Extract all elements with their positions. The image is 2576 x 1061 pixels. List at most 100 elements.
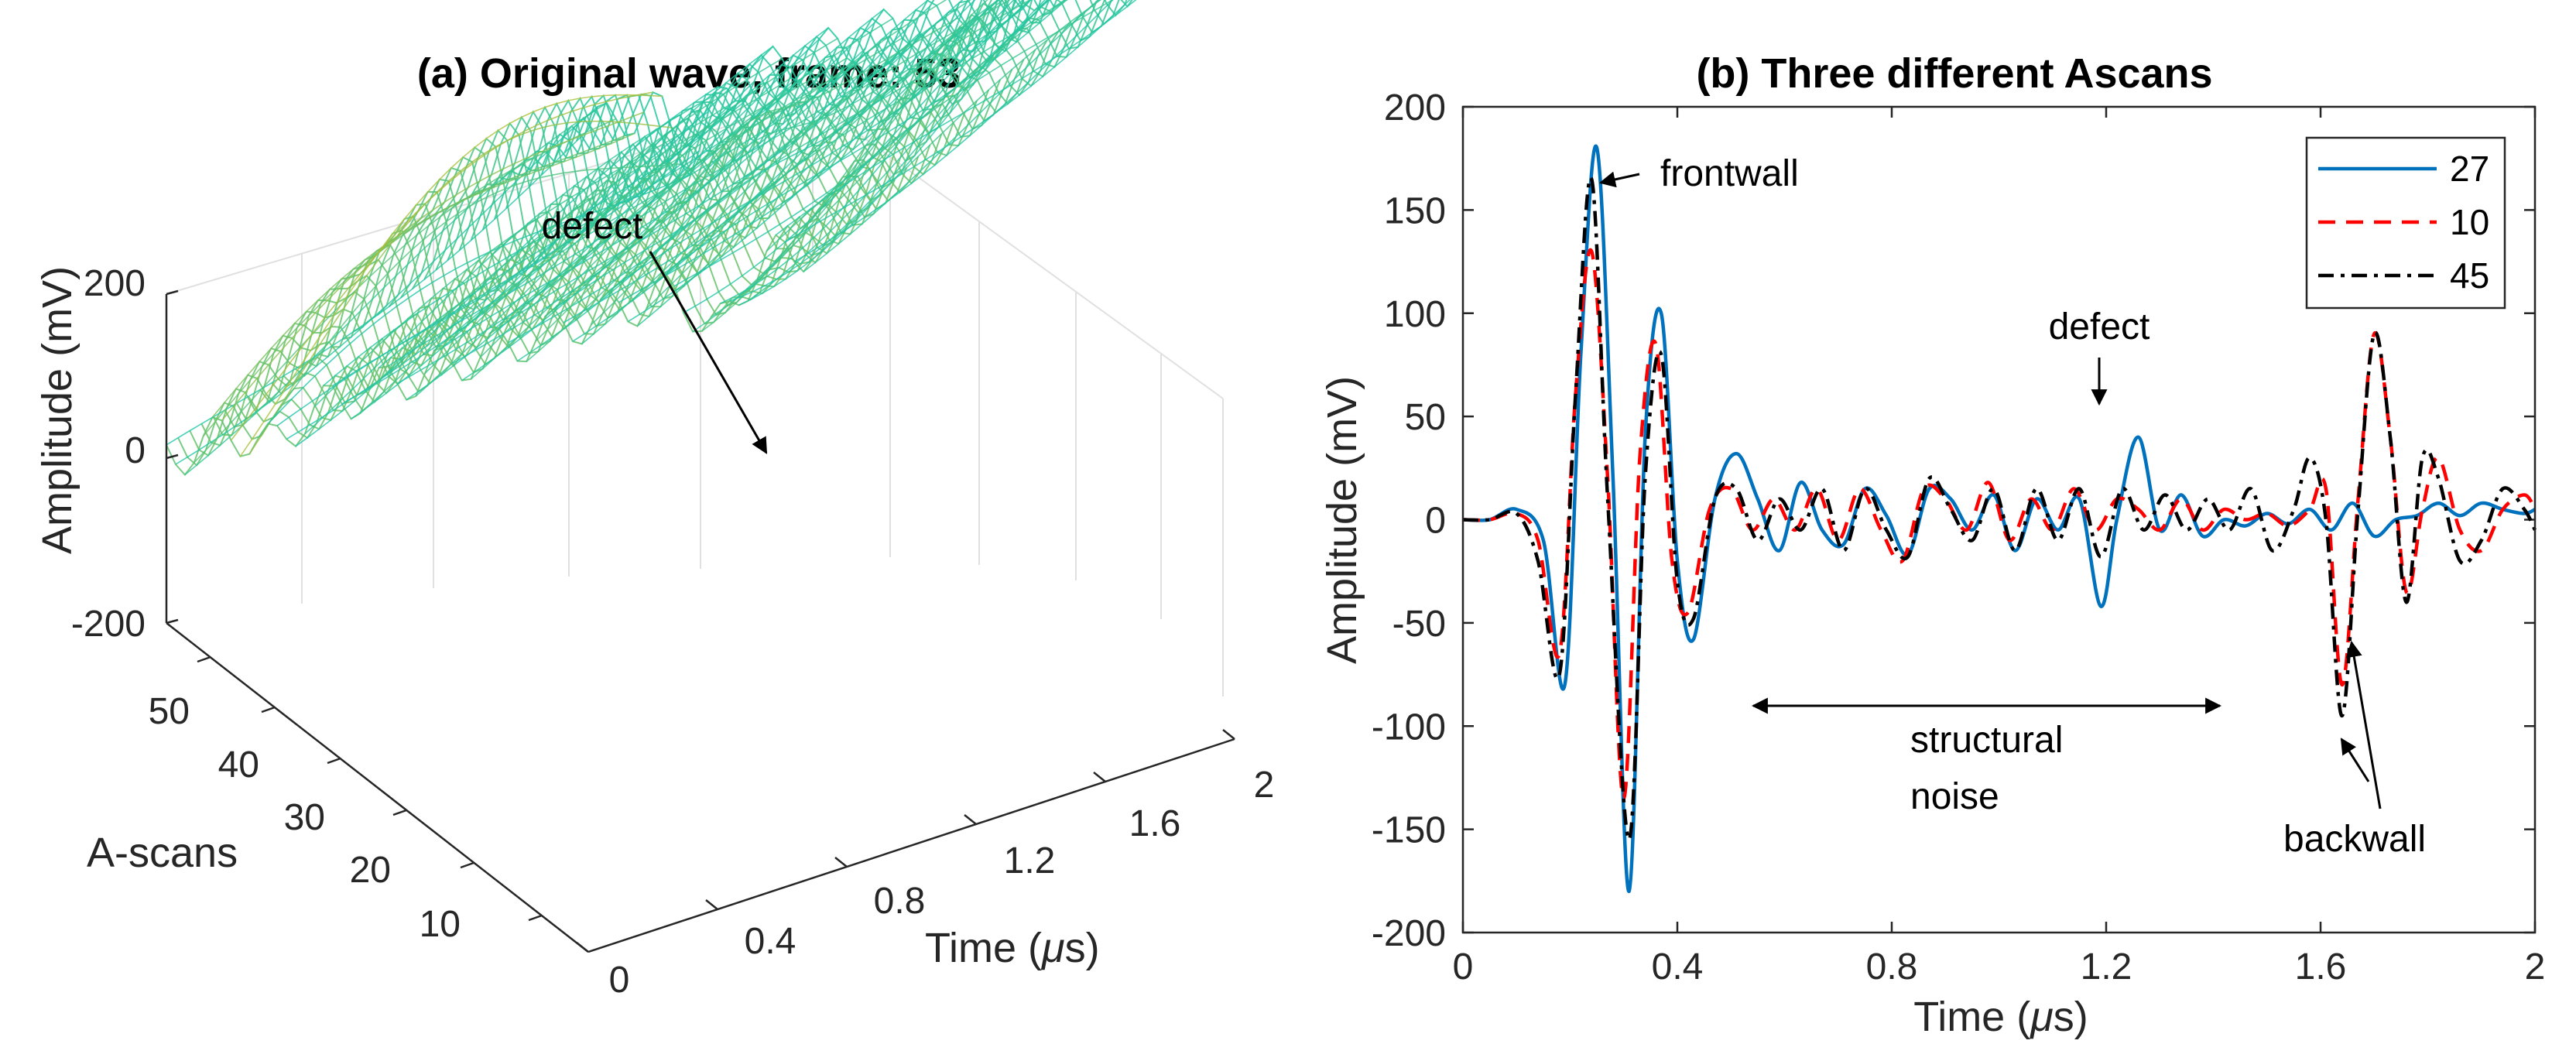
mesh-line-time [443,48,866,348]
y-axis-line [166,622,589,953]
mesh-line-time [692,0,999,333]
line-plot-title: (b) Three different Ascans [1696,50,2212,97]
y-tick-label: 150 [1384,190,1446,231]
z-tick-neg200 [166,618,179,625]
y-tick-label: -150 [1372,810,1446,851]
y-tick-label: 40 [218,744,259,785]
x-axis-line [587,738,1235,953]
mesh-line-time [332,80,755,387]
structural-noise-annotation: structural [1910,720,2063,761]
mesh-line-time [396,39,820,385]
mesh-line-time [812,0,1102,260]
mesh-line-time [276,150,700,426]
mesh-line-time [359,58,783,414]
mesh-line-time [803,0,1099,272]
x-tick-label: 0.8 [874,881,926,922]
mesh-line-time [526,0,947,362]
x-tick-label: 1.2 [1004,840,1056,881]
mesh-line-time [480,37,903,358]
mesh-line-time [203,135,626,437]
x-tick-label: 0.4 [745,921,796,962]
surface-plot-panel: (a) Original wave, frame: 53 200 0 -200 [34,0,1274,1001]
mesh-line-time [424,57,848,375]
x-tick-label: 2 [2525,946,2546,987]
defect-annotation: defect [542,206,643,247]
z-tick-label: 0 [125,430,146,471]
mesh-line-time [471,18,894,380]
mesh-line-time [581,0,971,345]
series-line-45 [1462,176,2537,842]
mesh-line-time [572,0,964,342]
mesh-line-time [535,17,958,342]
mesh-line-time [646,0,1031,310]
mesh-line-time [452,22,875,365]
y-tick-label: -100 [1372,707,1446,748]
y-tick-label: 200 [1384,87,1446,128]
mesh-line-time [415,38,838,397]
y-tick-label: -50 [1392,604,1446,645]
mesh-line-time [406,27,829,401]
y-axis-label: Amplitude (mV) [1319,376,1365,664]
surface-mesh [166,0,1137,477]
mesh-line-time [683,0,1024,313]
z-tick-label: -200 [71,604,146,645]
x-tick-label: 0.4 [1652,946,1704,987]
frontwall-arrow [1598,171,1640,188]
series-line-27 [1462,144,2537,893]
plot-frame [1461,105,2537,934]
mesh-line-ascan [166,234,814,477]
x-tick-label: 0.8 [1866,946,1918,987]
y-tick-label: 10 [420,904,461,945]
mesh-line-time [720,0,1032,304]
mesh-line-time [756,0,1068,280]
mesh-line-time [239,94,663,457]
legend-label: 45 [2450,255,2489,296]
mesh-line-time [433,63,857,351]
mesh-line-time [351,46,774,419]
x-axis-ticks [576,729,1235,953]
structural-noise-annotation: noise [1910,776,1999,817]
y-tick-label: 0 [1425,501,1446,542]
x-tick-label: 1.2 [2081,946,2132,987]
z-axis-label: Amplitude (mV) [34,266,80,554]
backwall-arrow [2340,738,2370,782]
legend-label: 10 [2450,202,2489,242]
y-tick-label: 100 [1384,294,1446,335]
x-tick-label: 2 [1254,765,1275,806]
mesh-line-time [387,64,810,368]
mesh-line-time [793,0,1114,262]
mesh-line-time [729,0,1046,302]
y-tick-label: 50 [149,691,190,732]
mesh-line-time [313,100,737,408]
legend-label: 27 [2450,149,2489,189]
line-plot-series [1462,144,2537,893]
defect-annotation: defect [2049,306,2150,347]
line-plot-ticks: 0 0.4 0.8 1.2 1.6 2 200 150 100 50 0 -50 -100 -150 -20… [1372,87,2545,987]
mesh-line-time [368,77,792,390]
line-plot-panel: (b) Three different Ascans 0 0.4 0.8 1.2 1.6… [1319,50,2545,1040]
x-tick-label: 0 [609,960,630,1001]
mesh-line-time [655,0,1066,284]
mesh-line-time [591,0,1011,326]
mesh-line-time [175,106,598,465]
mesh-line-time [184,102,608,476]
y-axis-ticks [197,655,543,922]
defect-arrow [649,251,768,454]
z-tick-label: 200 [84,263,146,304]
backwall-annotation: backwall [2283,819,2426,860]
legend: 27 10 45 [2305,136,2506,310]
x-tick-label: 1.6 [1129,803,1181,844]
mesh-line-time [609,0,1032,291]
mesh-line-time [341,55,765,405]
y-axis-label: A-scans [87,830,238,876]
backwall-arrow [2345,640,2382,809]
x-tick-label: 0 [1453,946,1474,987]
mesh-line-time [488,46,912,334]
y-tick-label: -200 [1372,913,1446,954]
mesh-line-time [766,0,1114,252]
mesh-line-time [553,15,977,310]
frontwall-annotation: frontwall [1660,153,1799,194]
mesh-line-time [323,100,746,386]
mesh-line-time [775,0,1137,236]
z-tick-0 [166,453,179,460]
